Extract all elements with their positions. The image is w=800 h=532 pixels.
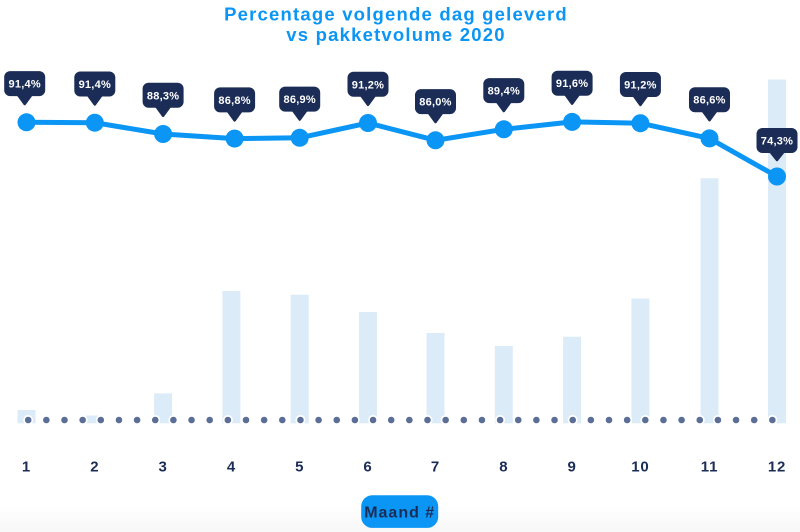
svg-text:9: 9 xyxy=(568,459,577,476)
svg-text:86,6%: 86,6% xyxy=(693,95,725,107)
svg-text:91,2%: 91,2% xyxy=(352,79,384,91)
svg-text:91,4%: 91,4% xyxy=(8,79,40,91)
svg-text:86,0%: 86,0% xyxy=(419,97,451,109)
svg-text:Maand #: Maand # xyxy=(364,505,435,522)
svg-text:11: 11 xyxy=(701,459,718,476)
svg-text:12: 12 xyxy=(768,459,786,476)
svg-text:vs pakketvolume 2020: vs pakketvolume 2020 xyxy=(286,24,505,45)
svg-text:86,9%: 86,9% xyxy=(283,94,315,106)
svg-text:6: 6 xyxy=(363,459,372,476)
svg-text:Percentage volgende dag geleve: Percentage volgende dag geleverd xyxy=(224,4,568,25)
svg-text:88,3%: 88,3% xyxy=(147,90,179,102)
svg-text:2: 2 xyxy=(90,459,99,476)
svg-text:91,4%: 91,4% xyxy=(79,79,111,91)
svg-text:4: 4 xyxy=(227,459,236,476)
svg-text:7: 7 xyxy=(431,459,440,476)
svg-text:10: 10 xyxy=(631,459,649,476)
svg-text:86,8%: 86,8% xyxy=(218,95,250,107)
svg-text:8: 8 xyxy=(499,459,508,476)
svg-text:89,4%: 89,4% xyxy=(488,86,520,98)
svg-text:91,2%: 91,2% xyxy=(624,80,656,92)
svg-text:5: 5 xyxy=(295,459,304,476)
svg-text:74,3%: 74,3% xyxy=(761,136,793,148)
svg-text:3: 3 xyxy=(159,459,168,476)
svg-text:91,6%: 91,6% xyxy=(556,78,588,90)
svg-text:1: 1 xyxy=(22,459,31,476)
